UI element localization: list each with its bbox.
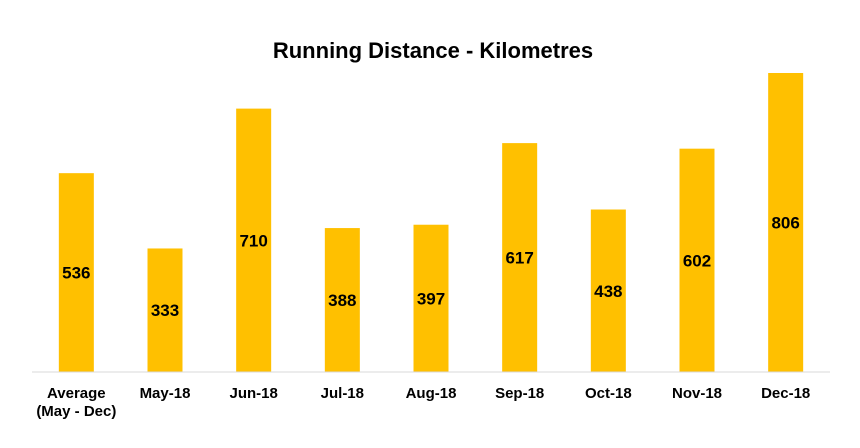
value-label-1: 333 [151, 301, 179, 320]
x-tick-label-6: Oct-18 [585, 385, 632, 402]
value-label-3: 388 [328, 291, 356, 310]
bar-5 [502, 143, 538, 372]
x-tick-label-0-line-0: Average [47, 385, 106, 402]
x-tick-label-4: Aug-18 [406, 385, 457, 402]
value-label-8: 806 [771, 214, 799, 233]
x-tick-label-3: Jul-18 [321, 385, 364, 402]
bar-3 [324, 228, 360, 372]
x-tick-label-7: Nov-18 [672, 385, 722, 402]
bar-0 [58, 173, 94, 372]
bar-4 [413, 224, 449, 372]
value-label-0: 536 [62, 264, 90, 283]
x-tick-label-1: May-18 [140, 385, 191, 402]
value-labels-group: 536 333 710 388 397 617 438 602 806 [62, 214, 800, 321]
bar-7 [679, 148, 715, 372]
bar-1 [147, 248, 183, 372]
bars-group [58, 73, 804, 372]
x-tick-label-8: Dec-18 [761, 385, 810, 402]
bar-8 [768, 73, 804, 372]
bar-2 [236, 108, 272, 372]
x-tick-label-0-line-1: (May - Dec) [36, 403, 116, 420]
value-label-5: 617 [505, 249, 533, 268]
value-label-7: 602 [683, 251, 711, 270]
value-label-6: 438 [594, 282, 622, 301]
x-tick-labels-group: Average(May - Dec) May-18 Jun-18 Jul-18 Aug-… [36, 385, 810, 420]
value-label-4: 397 [417, 289, 445, 308]
x-tick-label-5: Sep-18 [495, 385, 544, 402]
x-tick-label-2: Jun-18 [229, 385, 277, 402]
bar-6 [590, 209, 626, 372]
chart-title: Running Distance - Kilometres [273, 38, 593, 63]
value-label-2: 710 [239, 231, 267, 250]
